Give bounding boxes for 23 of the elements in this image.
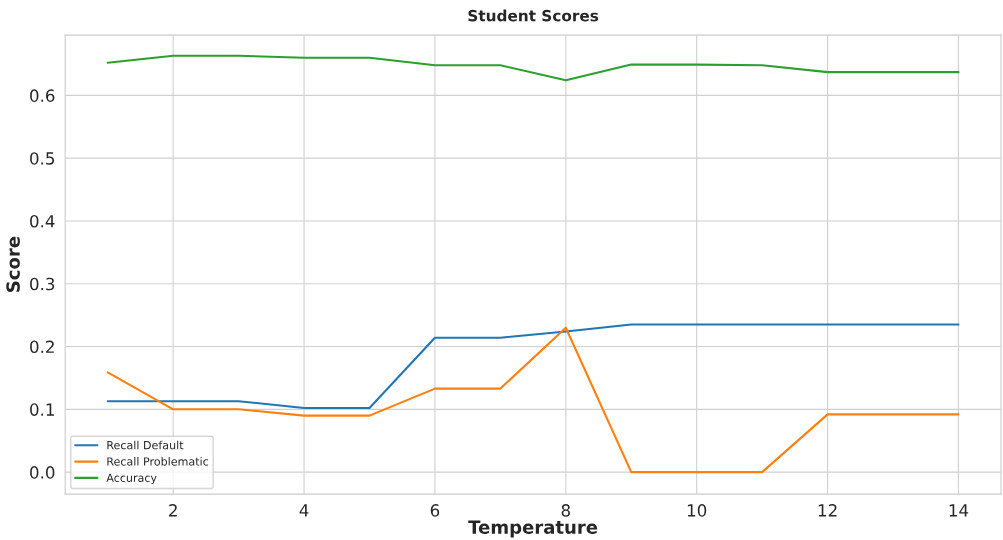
y-axis-title: Score	[6, 236, 20, 292]
line-series	[106, 323, 960, 410]
y-tick-label: 0.4	[30, 214, 55, 228]
x-tick-label: 6	[430, 504, 440, 517]
x-tick-label: 8	[561, 504, 570, 517]
y-tick-label: 0.6	[30, 89, 55, 102]
y-tick-label: 0.5	[30, 152, 55, 165]
legend-label: Recall Default	[107, 440, 184, 450]
x-tick-label: 12	[818, 504, 837, 517]
x-tick-label: 4	[299, 504, 309, 517]
chart-title: Student Scores	[468, 9, 599, 22]
legend-label: Recall Problematic	[107, 457, 209, 466]
y-tick-label: 0.1	[30, 403, 54, 416]
x-tick-label: 14	[949, 504, 969, 517]
x-axis-title: Temperature	[468, 520, 598, 538]
y-tick-label: 0.3	[30, 277, 55, 291]
line-series	[106, 54, 960, 82]
line-series	[106, 326, 960, 474]
y-tick-label: 0.2	[30, 340, 54, 354]
x-tick-label: 10	[687, 504, 707, 517]
y-tick-label: 0.0	[30, 466, 55, 479]
legend-label: Accuracy	[106, 473, 157, 485]
x-tick-label: 2	[169, 504, 177, 517]
